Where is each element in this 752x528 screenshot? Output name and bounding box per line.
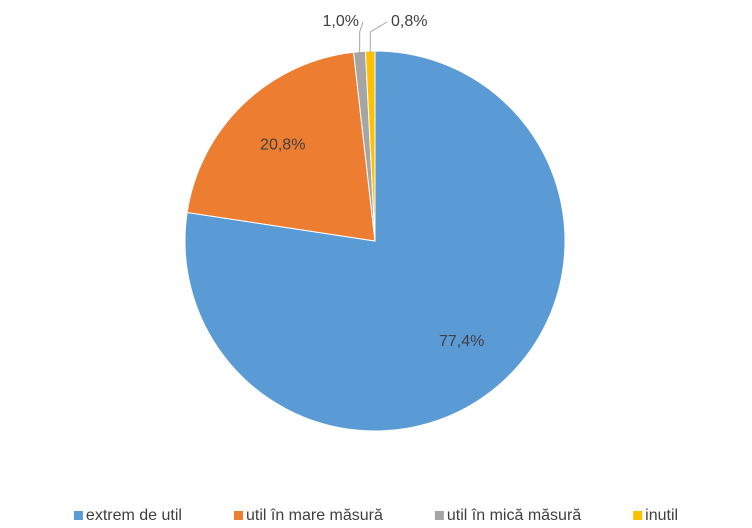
data-label: 77,4% (439, 333, 484, 350)
legend-label: util în mare măsură (246, 507, 383, 523)
legend-label: extrem de util (86, 507, 182, 523)
legend-swatch (73, 511, 83, 520)
leader-line (359, 21, 364, 54)
legend-swatch (633, 511, 643, 520)
data-label: 0,8% (391, 13, 427, 30)
pie-slice (186, 51, 376, 242)
legend-label: inutil (645, 507, 678, 523)
legend-swatch (233, 511, 243, 520)
leader-line (369, 21, 388, 54)
legend-swatch (434, 511, 444, 520)
legend-label: util în mică măsură (447, 507, 581, 523)
data-label: 20,8% (260, 136, 305, 153)
data-label: 1,0% (323, 13, 359, 30)
